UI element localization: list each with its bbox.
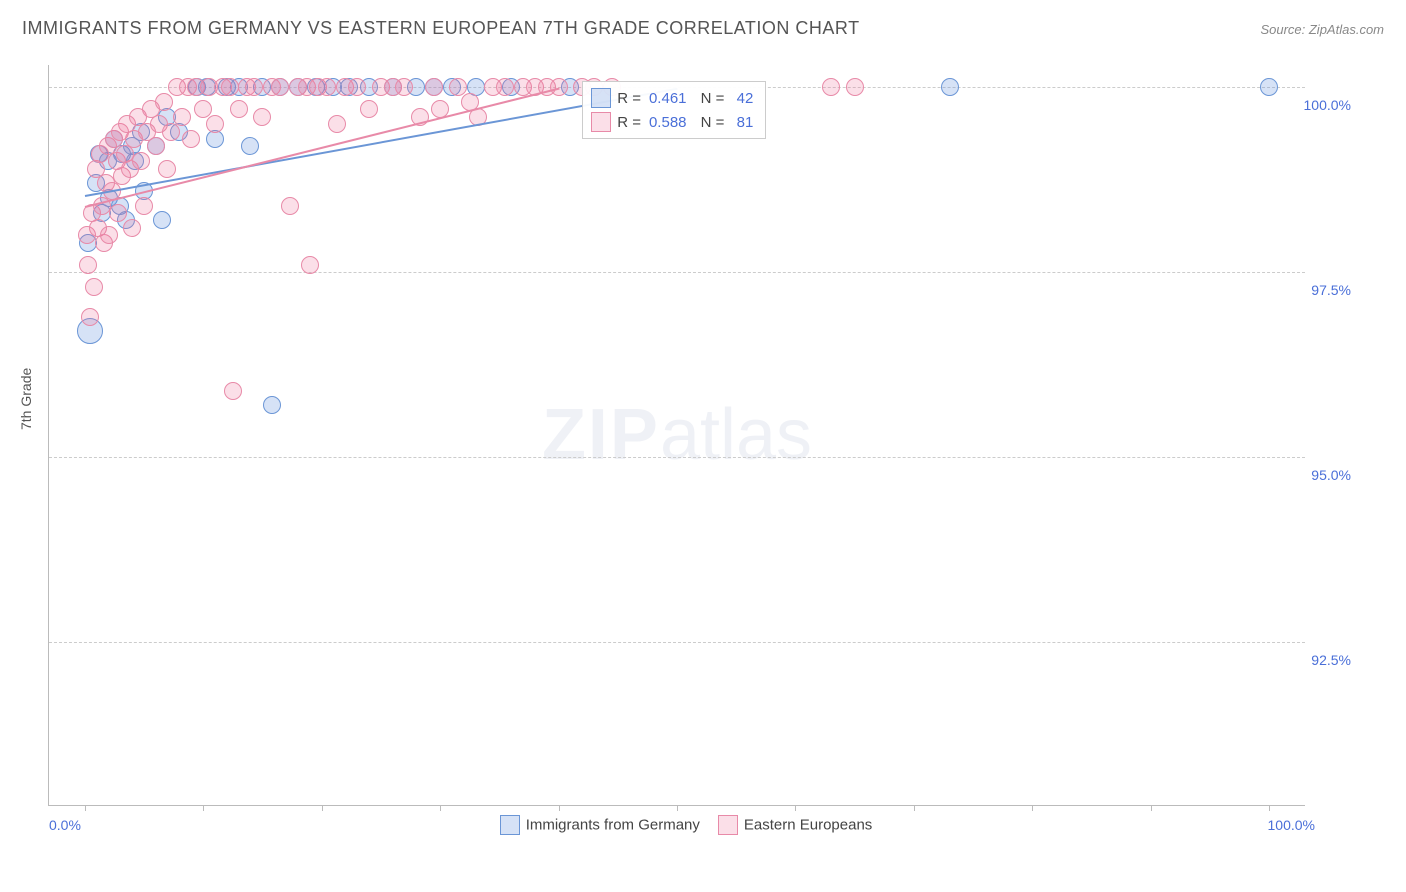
y-tick-label: 97.5% <box>1291 282 1351 298</box>
legend-r-value: 0.461 <box>649 90 687 107</box>
y-tick-label: 95.0% <box>1291 467 1351 483</box>
legend-row: R = 0.461 N = 42 <box>591 86 757 110</box>
data-point <box>155 93 173 111</box>
gridline <box>49 272 1305 273</box>
data-point <box>81 308 99 326</box>
x-tick <box>1151 805 1152 811</box>
gridline <box>49 457 1305 458</box>
legend-swatch <box>500 815 520 835</box>
legend-series-name: Immigrants from Germany <box>526 817 700 834</box>
data-point <box>263 396 281 414</box>
data-point <box>348 78 366 96</box>
y-axis-label: 7th Grade <box>18 368 34 430</box>
data-point <box>496 78 514 96</box>
x-tick <box>677 805 678 811</box>
data-point <box>318 78 336 96</box>
legend-r-value: 0.588 <box>649 114 687 131</box>
legend-swatch <box>591 88 611 108</box>
data-point <box>245 78 263 96</box>
x-tick <box>559 805 560 811</box>
data-point <box>135 197 153 215</box>
watermark: ZIPatlas <box>542 394 812 476</box>
data-point <box>271 78 289 96</box>
data-point <box>328 115 346 133</box>
data-point <box>153 211 171 229</box>
x-tick <box>1269 805 1270 811</box>
correlation-legend: R = 0.461 N = 42R = 0.588 N = 81 <box>582 81 766 139</box>
y-tick-label: 100.0% <box>1291 97 1351 113</box>
data-point <box>173 108 191 126</box>
data-point <box>123 219 141 237</box>
data-point <box>253 108 271 126</box>
data-point <box>147 137 165 155</box>
data-point <box>109 204 127 222</box>
data-point <box>822 78 840 96</box>
data-point <box>360 100 378 118</box>
source-attribution: Source: ZipAtlas.com <box>1260 22 1384 37</box>
plot-area: ZIPatlas 92.5%95.0%97.5%100.0%0.0%100.0%… <box>48 65 1305 806</box>
data-point <box>100 226 118 244</box>
data-point <box>162 123 180 141</box>
x-tick <box>85 805 86 811</box>
data-point <box>281 197 299 215</box>
data-point <box>301 256 319 274</box>
data-point <box>395 78 413 96</box>
x-tick <box>1032 805 1033 811</box>
legend-n-value: 81 <box>732 114 753 131</box>
gridline <box>49 642 1305 643</box>
x-tick <box>914 805 915 811</box>
x-tick <box>322 805 323 811</box>
x-tick <box>440 805 441 811</box>
x-tick <box>203 805 204 811</box>
data-point <box>206 115 224 133</box>
data-point <box>425 78 443 96</box>
legend-r-label: R = <box>617 114 641 131</box>
data-point <box>85 278 103 296</box>
legend-swatch <box>718 815 738 835</box>
series-legend: Immigrants from Germany Eastern Europeans <box>49 815 1305 835</box>
y-tick-label: 92.5% <box>1291 652 1351 668</box>
x-tick <box>795 805 796 811</box>
legend-n-value: 42 <box>732 90 753 107</box>
chart-title: IMMIGRANTS FROM GERMANY VS EASTERN EUROP… <box>22 18 860 39</box>
legend-n-label: N = <box>697 90 725 107</box>
chart-plot: ZIPatlas 92.5%95.0%97.5%100.0%0.0%100.0%… <box>48 65 1354 805</box>
data-point <box>182 130 200 148</box>
data-point <box>230 100 248 118</box>
legend-swatch <box>591 112 611 132</box>
data-point <box>224 382 242 400</box>
data-point <box>941 78 959 96</box>
data-point <box>158 160 176 178</box>
legend-r-label: R = <box>617 90 641 107</box>
data-point <box>1260 78 1278 96</box>
legend-n-label: N = <box>697 114 725 131</box>
legend-series-name: Eastern Europeans <box>744 817 872 834</box>
data-point <box>221 78 239 96</box>
data-point <box>241 137 259 155</box>
legend-row: R = 0.588 N = 81 <box>591 110 757 134</box>
data-point <box>132 152 150 170</box>
data-point <box>846 78 864 96</box>
data-point <box>79 256 97 274</box>
